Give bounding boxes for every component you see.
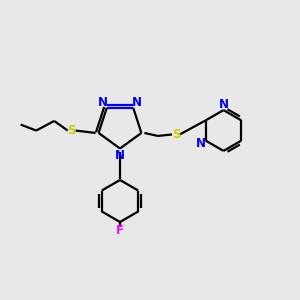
Text: N: N bbox=[132, 96, 142, 109]
Text: N: N bbox=[196, 137, 206, 150]
Text: N: N bbox=[218, 98, 229, 111]
Text: N: N bbox=[115, 148, 125, 162]
Text: N: N bbox=[98, 96, 108, 109]
Text: S: S bbox=[68, 124, 76, 137]
Text: S: S bbox=[172, 128, 180, 141]
Text: F: F bbox=[116, 224, 124, 238]
